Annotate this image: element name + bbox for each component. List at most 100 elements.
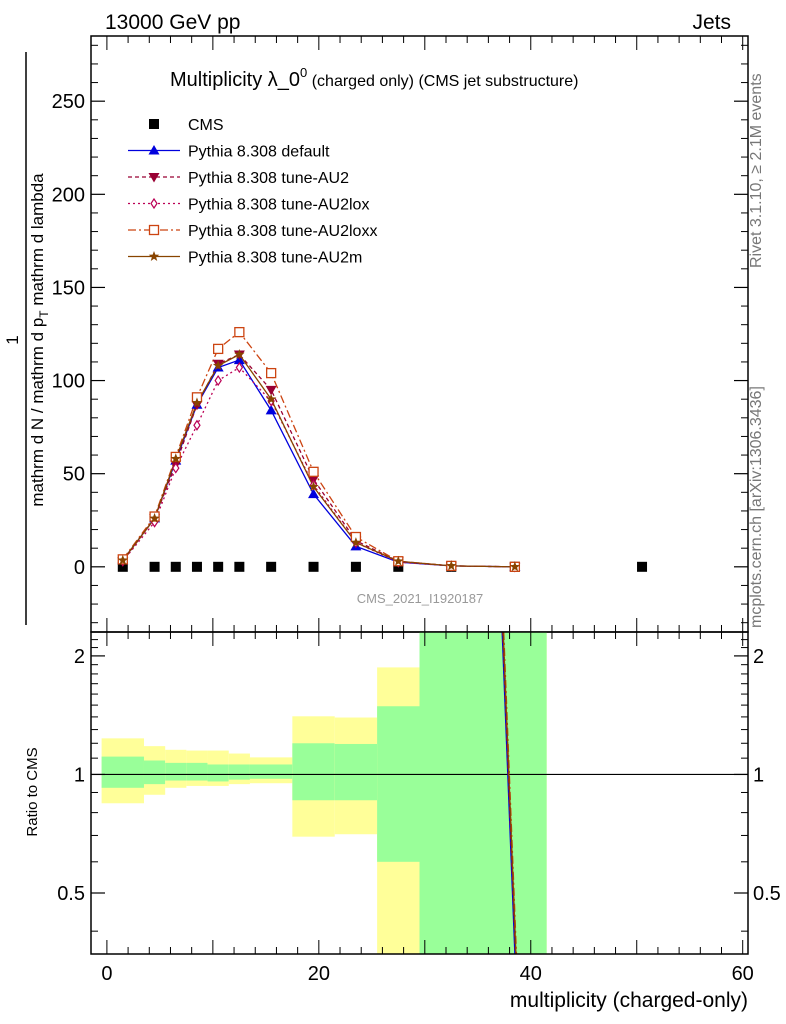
main-ylabel: 1 mathrm d N / mathrm d pT mathrm d lamb… (3, 52, 51, 625)
green-band (228, 764, 250, 780)
cms-data-point (117, 561, 128, 572)
mc-point (509, 561, 521, 572)
ratio-tick-label: 0.5 (57, 883, 85, 905)
green-band (186, 762, 208, 781)
mc-point (308, 488, 320, 499)
ratio-panel: 0.5 0.5 1 1 2 2 0 20 40 60 Ratio to CMS multipli… (24, 631, 781, 1012)
ylabel-numerator-left: 1 (3, 335, 22, 344)
series-line (122, 366, 515, 568)
y-tick-label: 250 (52, 91, 85, 113)
mc-point (193, 419, 201, 431)
legend-marker (149, 119, 159, 129)
mc-point (350, 537, 362, 548)
legend-entry: Pythia 8.308 tune-AU2m (188, 250, 362, 267)
legend-marker (148, 251, 160, 261)
ratio-uncertainty-bands (91, 632, 748, 954)
main-panel: 0 50 100 150 200 250 CMS_2021_I1920187 Multip… (52, 35, 749, 633)
mc-point (265, 385, 277, 396)
legend-entry: CMS (188, 117, 224, 134)
ratio-ylabel: Ratio to CMS (24, 747, 41, 836)
series-line (122, 359, 515, 568)
green-band (419, 632, 547, 954)
x-tick-label: 0 (101, 963, 112, 985)
green-band (249, 764, 293, 779)
main-series (117, 326, 648, 573)
legend-entry: Pythia 8.308 tune-AU2 (188, 170, 349, 187)
x-axis-label: multiplicity (charged-only) (510, 989, 748, 1012)
main-x-ticks (106, 36, 744, 632)
green-band (143, 760, 166, 785)
y-tick-label: 200 (52, 184, 85, 206)
x-tick-label: 60 (732, 963, 754, 985)
green-band (207, 764, 229, 782)
green-band (377, 706, 420, 862)
ylabel-denominator-left: mathrm d N / mathrm d pT mathrm d lambda (28, 173, 51, 507)
series-line (122, 353, 515, 568)
cms-data-point (149, 561, 160, 572)
mc-point (265, 393, 277, 404)
chart-title: Multiplicity λ_00 (charged only) (CMS je… (170, 65, 578, 91)
mc-point (170, 453, 182, 464)
cms-data-point (170, 561, 181, 572)
mc-point (446, 560, 457, 571)
legend-entry: Pythia 8.308 tune-AU2lox (188, 197, 369, 214)
rivet-version-label: Rivet 3.1.10, ≥ 2.1M events (748, 73, 765, 268)
header-energy: 13000 GeV pp (105, 11, 240, 34)
mc-point (213, 343, 224, 355)
y-tick-label: 50 (63, 464, 85, 486)
mc-point (393, 555, 404, 566)
mcplots-reference-label: mcplots.cern.ch [arXiv:1306.3436] (748, 386, 765, 628)
legend-entry: Pythia 8.308 default (188, 144, 330, 161)
cms-data-point (266, 561, 277, 572)
mc-point (212, 360, 224, 371)
ratio-tick-label-right: 2 (753, 646, 764, 668)
mc-point (265, 404, 277, 415)
green-band (165, 762, 187, 781)
legend: CMS Pythia 8.308 default Pythia 8.308 tune… (128, 117, 377, 267)
cms-data-point (308, 561, 319, 572)
mc-point (149, 512, 160, 523)
green-band (292, 743, 335, 801)
ratio-tick-label-right: 1 (753, 764, 764, 786)
mc-point (214, 374, 222, 387)
header-process: Jets (692, 11, 731, 34)
main-y-ticks: 0 50 100 150 200 250 (52, 44, 748, 624)
cms-data-point (213, 561, 224, 572)
mc-point (234, 348, 245, 359)
ratio-tick-label: 1 (74, 764, 85, 786)
legend-marker (148, 224, 160, 236)
mc-point (308, 466, 319, 477)
y-tick-label: 0 (74, 557, 85, 579)
legend-entry: Pythia 8.308 tune-AU2loxx (188, 223, 377, 240)
ratio-panel-frame (90, 631, 749, 955)
legend-marker (150, 197, 158, 210)
x-tick-label: 20 (308, 963, 330, 985)
mc-point (117, 554, 129, 565)
ratio-y-ticks: 0.5 0.5 1 1 2 2 (57, 639, 781, 932)
green-band (334, 743, 378, 801)
cms-data-point (234, 561, 245, 572)
ratio-x-ticks: 0 20 40 60 (101, 632, 754, 985)
mc-point (234, 326, 245, 338)
ratio-tick-label: 2 (74, 646, 85, 668)
cms-data-point (350, 561, 361, 572)
mc-point (172, 462, 180, 474)
ratio-curves (501, 631, 518, 955)
green-band (101, 756, 144, 788)
analysis-watermark: CMS_2021_I1920187 (357, 591, 484, 606)
cms-data-point (191, 561, 202, 572)
mc-point (191, 397, 203, 408)
mc-point (265, 367, 277, 379)
y-tick-label: 150 (52, 277, 85, 299)
legend-marker (148, 145, 160, 155)
ratio-curve (502, 631, 517, 955)
legend-marker (148, 173, 160, 183)
y-tick-label: 100 (52, 371, 85, 393)
mc-point (235, 361, 244, 374)
ratio-tick-label-right: 0.5 (753, 883, 781, 905)
series-line (122, 353, 515, 568)
x-tick-label: 40 (520, 963, 542, 985)
cms-data-point (637, 561, 648, 572)
mc-point (308, 481, 319, 492)
